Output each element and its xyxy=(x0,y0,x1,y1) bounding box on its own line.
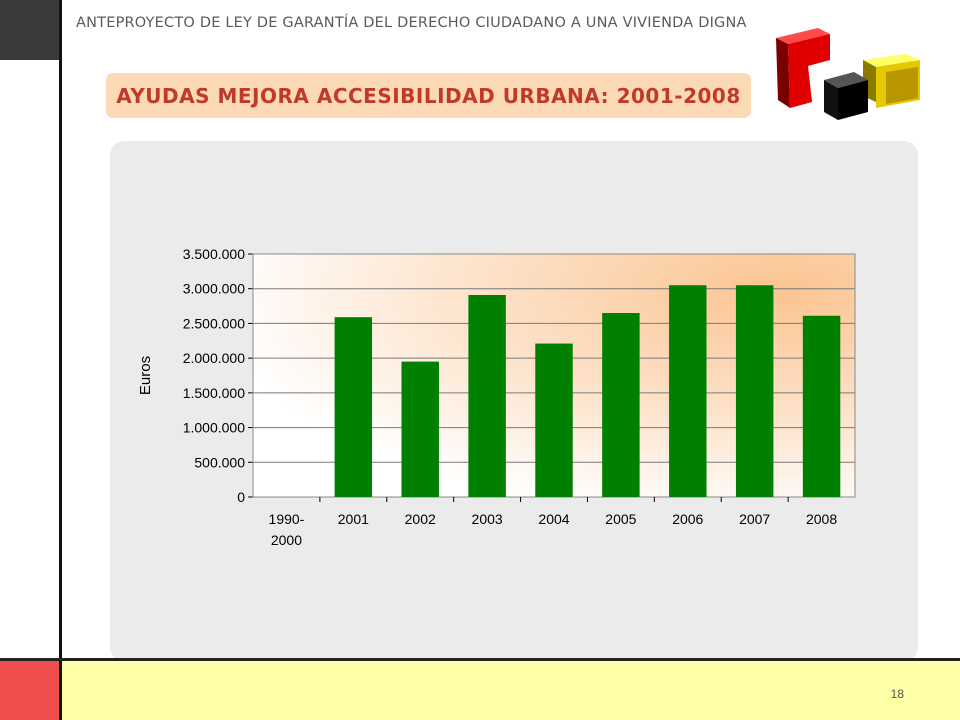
bar-2003 xyxy=(468,294,506,497)
y-tick-label: 1.000.000 xyxy=(183,420,245,436)
y-tick-label: 1.500.000 xyxy=(183,385,245,401)
footer-red-block xyxy=(0,661,59,720)
x-tick-label: 2008 xyxy=(806,511,837,527)
footer-bar: 18 xyxy=(0,658,960,720)
bar-2007 xyxy=(735,285,774,497)
y-tick-label: 2.000.000 xyxy=(183,350,245,366)
document-title: ANTEPROYECTO DE LEY DE GARANTÍA DEL DERE… xyxy=(76,15,747,31)
y-tick-label: 2.500.000 xyxy=(183,315,245,331)
bar-2006 xyxy=(669,285,707,497)
x-tick-label: 2006 xyxy=(672,511,703,527)
left-vertical-rule xyxy=(59,0,62,720)
bar-2002 xyxy=(401,361,439,497)
slide-title: AYUDAS MEJORA ACCESIBILIDAD URBANA: 2001… xyxy=(116,83,741,108)
x-tick-label: 2002 xyxy=(405,511,436,527)
bar-2004 xyxy=(535,343,573,497)
x-tick-label: 2007 xyxy=(739,511,770,527)
page-number: 18 xyxy=(890,687,904,701)
y-axis-label: Euros xyxy=(137,356,154,395)
y-tick-label: 500.000 xyxy=(194,454,245,470)
footer-yellow-band: 18 xyxy=(62,661,960,720)
slide-title-box: AYUDAS MEJORA ACCESIBILIDAD URBANA: 2001… xyxy=(106,73,751,118)
footer-top-rule xyxy=(0,658,960,661)
y-tick-label: 3.000.000 xyxy=(183,281,245,297)
x-tick-label: 2005 xyxy=(605,511,636,527)
bar-2008 xyxy=(802,315,841,497)
chart-panel: 0 500.000 1.000.000 1.500.000 2.000.000 2.500… xyxy=(110,141,918,661)
x-tick-label: 2003 xyxy=(472,511,503,527)
x-tick-label: 2004 xyxy=(538,511,569,527)
cubes-logo xyxy=(776,28,920,120)
y-tick-label: 0 xyxy=(237,489,245,505)
corner-block xyxy=(0,0,60,60)
x-tick-label: 2001 xyxy=(338,511,369,527)
bar-2001 xyxy=(334,317,373,497)
y-tick-label: 3.500.000 xyxy=(183,246,245,262)
bar-2005 xyxy=(602,313,640,497)
x-tick-label: 1990-2000 xyxy=(269,511,305,548)
bar-chart: 0 500.000 1.000.000 1.500.000 2.000.000 2.500… xyxy=(137,246,856,548)
